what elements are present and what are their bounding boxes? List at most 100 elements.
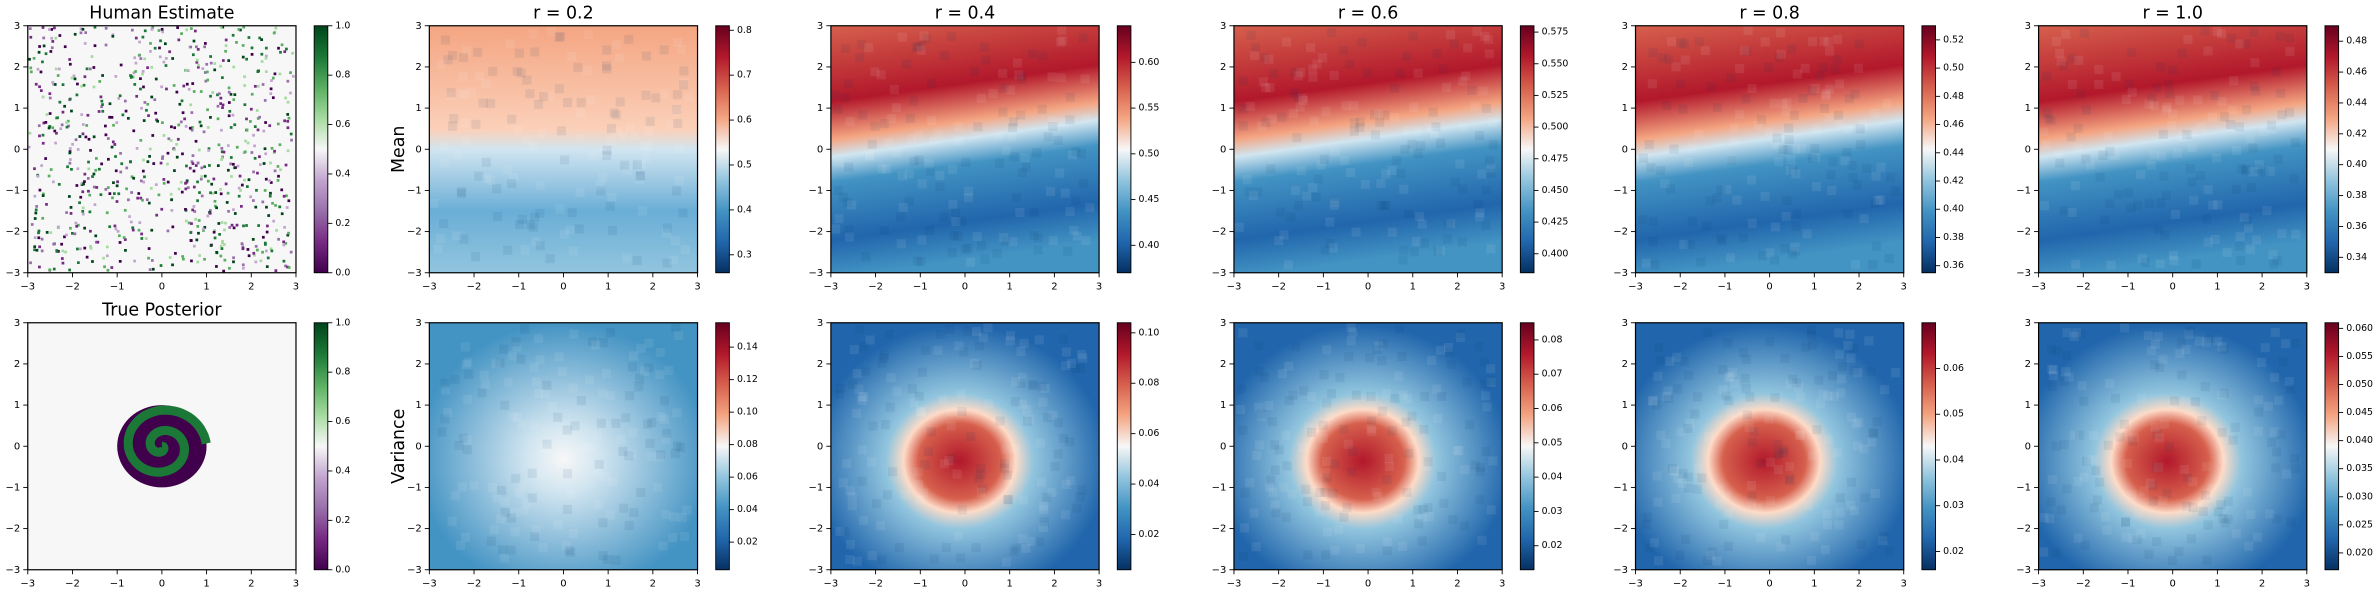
- heatmap-cell: [33, 194, 37, 198]
- heatmap-texture: [1033, 233, 1043, 243]
- heatmap-cell: [254, 244, 258, 248]
- heatmap-texture: [961, 244, 971, 254]
- heatmap-texture: [2144, 549, 2154, 559]
- heatmap-texture: [500, 497, 510, 507]
- heatmap-texture: [560, 155, 570, 165]
- heatmap-texture: [1832, 35, 1843, 45]
- heatmap-texture: [1870, 108, 1880, 118]
- heatmap-texture: [999, 83, 1009, 93]
- heatmap-texture: [2251, 235, 2261, 245]
- x-tick-label: 0: [1766, 578, 1772, 589]
- heatmap-texture: [1296, 166, 1306, 176]
- heatmap-cell: [222, 150, 226, 154]
- heatmap-texture: [882, 490, 893, 500]
- heatmap-texture: [838, 192, 849, 202]
- heatmap-texture: [977, 484, 988, 494]
- y-tick-label: −2: [1212, 227, 1227, 238]
- heatmap-texture: [966, 431, 976, 442]
- heatmap-texture: [926, 427, 936, 437]
- heatmap-texture: [1818, 389, 1828, 399]
- colorbar-tick-label: 0.10: [737, 407, 758, 418]
- heatmap-texture: [535, 180, 545, 190]
- colorbar-tick-label: 0.06: [1943, 363, 1964, 374]
- heatmap-texture: [1486, 364, 1496, 374]
- heatmap-cell: [73, 77, 77, 81]
- heatmap-texture: [2269, 372, 2280, 383]
- heatmap-texture: [460, 89, 470, 99]
- heatmap-texture: [2067, 207, 2077, 217]
- heatmap-texture: [2241, 39, 2251, 49]
- heatmap-texture: [845, 116, 855, 126]
- heatmap-texture: [1776, 28, 1786, 38]
- y-tick-label: −1: [5, 482, 20, 493]
- heatmap-texture: [1374, 341, 1384, 351]
- heatmap-texture: [1843, 209, 1853, 219]
- heatmap-cell: [174, 252, 177, 255]
- heatmap-cell: [61, 110, 65, 114]
- heatmap-cell: [273, 149, 276, 153]
- heatmap-cell: [272, 31, 276, 35]
- heatmap-texture: [2075, 430, 2085, 440]
- heatmap-texture: [2285, 384, 2295, 394]
- heatmap-cell: [38, 188, 42, 192]
- heatmap-texture: [2196, 122, 2206, 132]
- heatmap-texture: [662, 223, 673, 233]
- heatmap-texture: [842, 197, 852, 207]
- heatmap-texture: [1335, 373, 1345, 383]
- heatmap-texture: [1009, 546, 1019, 556]
- heatmap-texture: [2073, 123, 2083, 133]
- heatmap-texture: [2110, 393, 2120, 403]
- heatmap-image: [2038, 25, 2307, 273]
- heatmap-texture: [1446, 219, 1456, 229]
- heatmap-texture: [2120, 323, 2130, 333]
- heatmap-cell: [51, 126, 55, 130]
- heatmap-texture: [905, 113, 915, 124]
- heatmap-texture: [643, 126, 653, 136]
- heatmap-texture: [2073, 533, 2083, 543]
- heatmap-cell: [187, 221, 191, 225]
- heatmap-cell: [241, 243, 244, 247]
- heatmap-cell: [81, 190, 85, 194]
- heatmap-texture: [1843, 340, 1853, 350]
- heatmap-cell: [283, 119, 287, 123]
- heatmap-texture: [1377, 356, 1387, 366]
- heatmap-texture: [566, 547, 576, 557]
- heatmap-texture: [852, 368, 862, 378]
- heatmap-cell: [265, 230, 269, 234]
- heatmap-texture: [885, 402, 895, 412]
- heatmap-texture: [1858, 120, 1868, 130]
- y-tick-label: 1: [2025, 400, 2031, 411]
- heatmap-texture: [2154, 225, 2164, 235]
- heatmap-texture: [636, 487, 646, 497]
- heatmap-texture: [1443, 343, 1454, 353]
- heatmap-texture: [1741, 383, 1751, 393]
- y-tick-label: 1: [817, 103, 823, 114]
- heatmap-texture: [2235, 232, 2245, 242]
- heatmap-texture: [884, 329, 894, 339]
- heatmap-texture: [2207, 483, 2217, 493]
- heatmap-texture: [1008, 123, 1018, 133]
- heatmap-cell: [150, 28, 154, 31]
- heatmap-cell: [60, 123, 64, 127]
- heatmap-texture: [1886, 172, 1896, 182]
- heatmap-texture: [1480, 31, 1490, 41]
- heatmap-cell: [219, 192, 223, 196]
- heatmap-cell: [206, 78, 210, 82]
- heatmap-texture: [2126, 203, 2136, 213]
- heatmap-texture: [1321, 398, 1332, 408]
- heatmap-texture: [1815, 71, 1825, 81]
- heatmap-texture: [879, 350, 889, 360]
- heatmap-texture: [680, 245, 690, 255]
- heatmap-texture: [1421, 461, 1431, 471]
- heatmap-cell: [139, 87, 142, 91]
- heatmap-texture: [2069, 430, 2079, 440]
- colorbar-tick-label: 0.55: [1138, 103, 1159, 114]
- heatmap-image: [830, 322, 1100, 570]
- heatmap-texture: [1417, 512, 1427, 522]
- heatmap-cell: [61, 83, 65, 87]
- heatmap-texture: [1027, 536, 1037, 546]
- heatmap-texture: [2114, 189, 2124, 199]
- heatmap-texture: [2182, 129, 2192, 139]
- heatmap-cell: [80, 113, 84, 117]
- heatmap-texture: [1078, 178, 1088, 188]
